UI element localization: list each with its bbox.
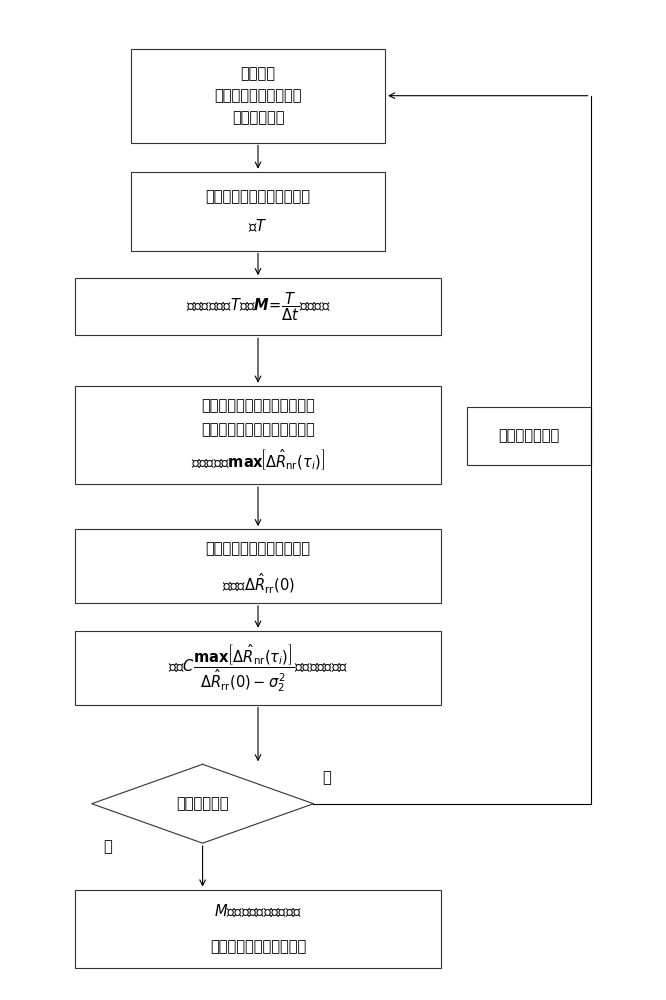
- Text: 采集数据，并记录测量总时: 采集数据，并记录测量总时: [206, 189, 310, 204]
- Text: 是否重复测量: 是否重复测量: [176, 796, 229, 811]
- Text: 终止待测位置: 终止待测位置: [232, 110, 284, 125]
- Text: 将测量总时间$T$分成$\boldsymbol{M}\!=\!\dfrac{T}{\Delta t}$个数据段: 将测量总时间$T$分成$\boldsymbol{M}\!=\!\dfrac{T}…: [186, 290, 330, 323]
- Text: 插值，得待测天线方向图: 插值，得待测天线方向图: [210, 939, 306, 954]
- Text: 取，得$\Delta\hat{R}_{\mathrm{rr}}(0)$: 取，得$\Delta\hat{R}_{\mathrm{rr}}(0)$: [222, 572, 294, 596]
- Bar: [75, 890, 441, 968]
- Bar: [75, 386, 441, 484]
- Bar: [467, 407, 591, 465]
- Text: $M$个测量结果，归一化、: $M$个测量结果，归一化、: [214, 903, 302, 920]
- Text: 是: 是: [322, 771, 331, 786]
- Text: 从起始待测位置旋转至: 从起始待测位置旋转至: [214, 88, 302, 103]
- Text: 准备下一次测量: 准备下一次测量: [498, 428, 559, 443]
- Polygon shape: [92, 764, 314, 843]
- Bar: [75, 529, 441, 603]
- Text: 的最大值，$\mathbf{max}\!\left[\Delta\hat{R}_{\mathrm{nr}}(\tau_i)\right]$: 的最大值，$\mathbf{max}\!\left[\Delta\hat{R}_…: [191, 447, 325, 472]
- Bar: [131, 172, 385, 251]
- Text: 计算$C\dfrac{\mathbf{max}\left[\Delta\hat{R}_{\mathrm{nr}}(\tau_i)\right]}{\Delta\: 计算$C\dfrac{\mathbf{max}\left[\Delta\hat{…: [168, 642, 348, 694]
- Text: 待测天线: 待测天线: [240, 66, 276, 82]
- Text: 计算待测天线与辅助天线的互: 计算待测天线与辅助天线的互: [201, 398, 315, 413]
- Bar: [75, 631, 441, 705]
- Bar: [75, 278, 441, 335]
- Bar: [131, 49, 385, 143]
- Text: 否: 否: [104, 840, 113, 855]
- Text: 计算辅助天线的自相关值，: 计算辅助天线的自相关值，: [206, 541, 310, 556]
- Text: 相关值，并取互相关运算结果: 相关值，并取互相关运算结果: [201, 422, 315, 437]
- Text: 间$T$: 间$T$: [248, 218, 268, 234]
